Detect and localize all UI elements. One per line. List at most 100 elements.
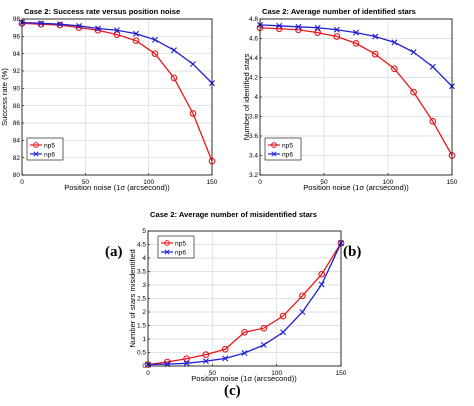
data-point-np5 — [299, 292, 306, 300]
y-tick-label: 3 — [142, 282, 146, 289]
chart-panel-b: 0 50 100 150 3.2 3.4 3.6 3.8 4 4.2 4.4 4.6 4.8 Case 2… — [242, 7, 458, 192]
data-point-np6 — [241, 350, 248, 357]
data-point-np5 — [183, 355, 190, 363]
data-point-np5 — [410, 88, 417, 96]
data-point-np6 — [295, 23, 302, 30]
data-point-np5 — [391, 65, 398, 73]
legend-marker-np5 — [33, 142, 39, 148]
legend-marker-np6 — [33, 151, 39, 157]
legend-marker-np5 — [164, 240, 170, 246]
data-point-np5 — [151, 50, 159, 58]
data-point-np5 — [279, 312, 287, 320]
chart-title: Case 2: Success rate versus position noi… — [24, 7, 180, 16]
y-tick-label: 1.5 — [137, 323, 146, 330]
y-tick-label: 4.5 — [137, 242, 146, 249]
y-tick-label: 98 — [13, 16, 21, 23]
y-tick-label: 0 — [142, 363, 146, 370]
data-point-np6 — [114, 27, 120, 34]
x-tick-label: 150 — [207, 179, 218, 186]
y-tick-label: 4.4 — [249, 55, 258, 62]
data-point-np6 — [410, 49, 417, 56]
y-tick-label: 3.6 — [249, 133, 258, 140]
y-tick-label: 4.2 — [249, 75, 258, 82]
data-point-np5 — [241, 328, 248, 336]
y-tick-label: 4.6 — [249, 36, 258, 43]
data-point-np5 — [37, 20, 45, 28]
x-tick-label: 50 — [209, 370, 217, 377]
data-point-np6 — [299, 309, 306, 315]
y-tick-label: 2.5 — [137, 296, 146, 303]
panel-label-b: (b) — [343, 244, 362, 260]
data-point-np6 — [391, 39, 398, 46]
data-point-np5 — [132, 37, 140, 45]
legend-marker-np6 — [271, 151, 277, 157]
data-point-np6 — [222, 355, 229, 362]
data-point-np5 — [333, 33, 341, 40]
axes-frame — [147, 230, 342, 367]
chart-title: Case 2: Average number of identified sta… — [262, 7, 416, 16]
data-point-np6 — [38, 20, 44, 27]
y-tick-label: 1 — [142, 336, 146, 343]
series-line-np5 — [21, 22, 213, 162]
data-point-np6 — [171, 47, 177, 54]
y-tick-label: 0.5 — [137, 350, 146, 357]
chart-panel-c: 0 50 100 150 0 0.5 1 1.5 2 2.5 3 3.5 4 4.5 5 Case 2: Av… — [128, 210, 347, 383]
legend-label-np6: np6 — [282, 151, 293, 158]
y-axis-label: Success rate (%) — [0, 68, 9, 126]
y-axis-label: Number of stars misidentified — [128, 249, 137, 347]
x-tick-label: 100 — [143, 179, 154, 186]
data-point-np5 — [189, 110, 197, 117]
chart-title: Case 2: Average number of misidentified … — [150, 210, 317, 219]
y-tick-label: 90 — [13, 86, 21, 93]
x-tick-label: 100 — [271, 370, 282, 377]
data-point-np6 — [333, 26, 340, 33]
y-tick-label: 3.8 — [249, 114, 258, 121]
y-tick-label: 86 — [13, 120, 21, 127]
data-point-np5 — [94, 26, 102, 34]
data-point-np6 — [76, 22, 82, 29]
x-tick-label: 50 — [320, 179, 328, 186]
axes-frame — [259, 18, 453, 176]
data-point-np5 — [202, 351, 210, 359]
legend-label-np6: np6 — [175, 249, 186, 256]
data-point-np5 — [113, 31, 121, 38]
y-tick-label: 94 — [13, 51, 21, 58]
legend-label-np5: np5 — [44, 142, 55, 149]
data-point-np5 — [75, 24, 83, 32]
data-point-np6 — [260, 341, 267, 348]
x-tick-label: 150 — [447, 179, 458, 186]
data-point-np5 — [314, 29, 321, 37]
data-point-np5 — [371, 50, 379, 58]
legend-label-np6: np6 — [44, 151, 55, 158]
x-tick-label: 100 — [383, 179, 394, 186]
y-tick-label: 4 — [142, 255, 146, 262]
y-tick-label: 92 — [13, 68, 21, 75]
data-point-np6 — [202, 358, 209, 365]
data-point-np5 — [170, 74, 178, 82]
x-tick-label: 0 — [146, 370, 150, 377]
data-point-np6 — [152, 36, 158, 43]
y-tick-label: 84 — [13, 138, 21, 145]
data-point-np6 — [133, 30, 139, 37]
x-tick-label: 0 — [20, 179, 24, 186]
legend-label-np5: np5 — [282, 142, 293, 149]
data-point-np6 — [183, 360, 190, 367]
legend-marker-np5 — [271, 142, 277, 148]
legend-marker-np6 — [164, 249, 170, 255]
y-tick-label: 3.4 — [249, 153, 258, 160]
series-line-np5 — [147, 242, 342, 366]
data-point-np6 — [57, 21, 63, 28]
panel-label-a: (a) — [105, 244, 123, 260]
data-point-np6 — [318, 281, 325, 288]
x-tick-label: 50 — [82, 179, 90, 186]
data-point-np6 — [372, 33, 379, 40]
data-point-np5 — [352, 40, 360, 47]
data-point-np5 — [221, 345, 229, 353]
data-point-np6 — [353, 29, 359, 36]
y-tick-label: 4.8 — [249, 16, 258, 23]
data-point-np6 — [276, 22, 283, 29]
